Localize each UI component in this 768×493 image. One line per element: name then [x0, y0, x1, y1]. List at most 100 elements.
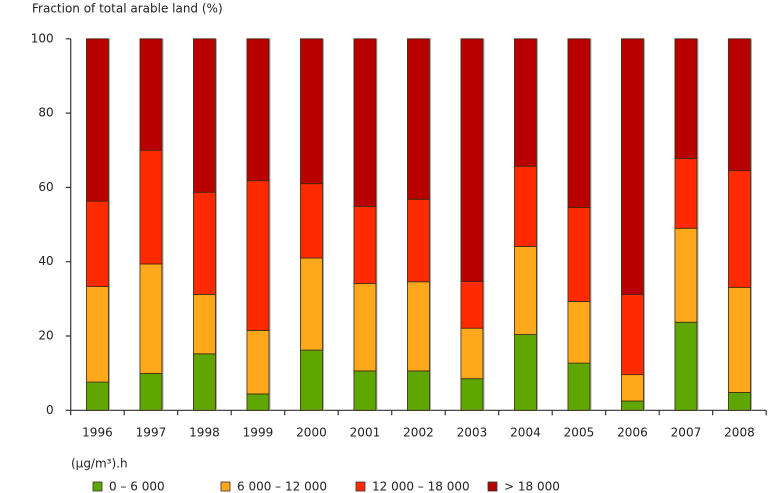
- bar-segment-2000-series-2: [300, 183, 323, 259]
- bar-segment-1997-series-2: [139, 149, 163, 265]
- legend-item: > 18 000: [487, 480, 560, 493]
- x-tick-label: 2003: [457, 426, 488, 440]
- y-axis: 0 20 40 60 80 100: [31, 31, 72, 417]
- bar-segment-2000-series-0: [300, 349, 323, 411]
- bar-stack-2003: [460, 38, 485, 411]
- legend-label: 6 000 – 12 000: [237, 480, 327, 493]
- bar-stack-2008: [728, 38, 752, 411]
- bar-segment-2006-series-2: [621, 293, 644, 376]
- bar-stack-2006: [621, 38, 645, 411]
- bar-segment-2002-series-0: [407, 370, 430, 411]
- bar-segment-2003-series-0: [460, 378, 484, 411]
- bar-segment-1996-series-0: [86, 381, 109, 411]
- x-tick-label: 1999: [243, 426, 274, 440]
- bar-stack-1997: [139, 38, 164, 411]
- bar-segment-2006-series-0: [621, 400, 644, 411]
- bar-segment-1997-series-0: [139, 373, 163, 411]
- x-tick-label: 2008: [724, 426, 755, 440]
- bar-segment-2006-series-3: [621, 38, 644, 295]
- x-tick-label: 2002: [403, 426, 434, 440]
- bar-segment-1999-series-2: [246, 180, 270, 331]
- x-tick-label: 2004: [510, 426, 541, 440]
- x-tick-label: 1996: [82, 426, 113, 440]
- bar-segment-2004-series-0: [514, 334, 537, 411]
- legend-item: 0 – 6 000: [92, 480, 165, 493]
- x-axis: 1996 1997 1998 1999 2000 2001 2002 2003 2004 2005…: [70, 409, 767, 440]
- bar-segment-2005-series-3: [567, 38, 591, 208]
- bar-segment-2007-series-3: [674, 38, 698, 159]
- y-axis-label: Fraction of total arable land (%): [32, 2, 223, 16]
- bar-stack-2001: [353, 38, 378, 411]
- legend-label: 0 – 6 000: [109, 480, 165, 493]
- x-tick-label: 2006: [617, 426, 648, 440]
- bar-segment-2002-series-3: [407, 38, 430, 200]
- y-tick-label: 100: [31, 31, 54, 45]
- bar-segment-1996-series-1: [86, 286, 109, 383]
- legend: 0 – 6 000 6 000 – 12 000 12 000 – 18 000 > …: [92, 480, 560, 493]
- bar-stack-1996: [86, 38, 110, 411]
- bar-segment-2004-series-1: [514, 246, 537, 335]
- x-tick-label: 2007: [671, 426, 702, 440]
- bar-segment-2001-series-1: [353, 283, 377, 372]
- y-tick-label: 20: [38, 329, 53, 343]
- bar-stack-2005: [567, 38, 592, 411]
- x-tick-label: 1998: [189, 426, 220, 440]
- bar-segment-2004-series-2: [514, 165, 537, 247]
- x-tick-label: 2000: [296, 426, 327, 440]
- bar-segment-2005-series-0: [567, 362, 591, 411]
- x-tick-label: 2001: [350, 426, 381, 440]
- y-tick-label: 80: [38, 106, 53, 120]
- bar-segment-2006-series-1: [621, 374, 644, 402]
- bar-segment-1997-series-3: [139, 38, 163, 151]
- legend-swatch: [220, 481, 231, 492]
- bar-stack-2004: [514, 38, 538, 411]
- legend-item: 12 000 – 18 000: [355, 480, 470, 493]
- bar-segment-2003-series-2: [460, 280, 484, 329]
- bar-segment-1996-series-2: [86, 200, 109, 287]
- bar-segment-2008-series-3: [728, 38, 751, 172]
- bars: [86, 38, 752, 411]
- bar-segment-2000-series-3: [300, 38, 323, 185]
- bar-segment-2008-series-0: [728, 392, 751, 411]
- legend-swatch: [92, 481, 103, 492]
- bar-stack-1998: [193, 38, 217, 411]
- bar-segment-1998-series-2: [193, 191, 216, 295]
- bar-stack-2002: [407, 38, 431, 411]
- bar-segment-1997-series-1: [139, 263, 163, 374]
- bar-segment-1999-series-3: [246, 38, 270, 182]
- bar-segment-2002-series-1: [407, 281, 430, 372]
- bar-segment-1996-series-3: [86, 38, 109, 202]
- bar-segment-2003-series-1: [460, 327, 484, 380]
- legend-label: > 18 000: [504, 480, 560, 493]
- x-tick-label: 2005: [564, 426, 595, 440]
- y-tick-label: 0: [46, 403, 54, 417]
- legend-title: (µg/m³).h: [71, 457, 128, 471]
- bar-segment-1999-series-1: [246, 330, 270, 395]
- bar-segment-2001-series-2: [353, 205, 377, 285]
- legend-swatch: [487, 481, 498, 492]
- legend-swatch: [355, 481, 366, 492]
- y-tick-label: 40: [38, 254, 53, 268]
- bar-segment-2000-series-1: [300, 257, 323, 351]
- bar-segment-2003-series-3: [460, 38, 484, 282]
- bar-segment-2008-series-1: [728, 286, 751, 393]
- bar-segment-2007-series-2: [674, 158, 698, 229]
- bar-stack-2007: [674, 38, 699, 411]
- bar-segment-2005-series-1: [567, 301, 591, 364]
- bar-segment-2001-series-0: [353, 370, 377, 411]
- bar-segment-1999-series-0: [246, 393, 270, 411]
- bar-segment-2002-series-2: [407, 198, 430, 283]
- bar-segment-2001-series-3: [353, 38, 377, 207]
- bar-segment-2008-series-2: [728, 170, 751, 288]
- bar-segment-2005-series-2: [567, 207, 591, 302]
- bar-segment-2004-series-3: [514, 38, 537, 167]
- bar-segment-1998-series-0: [193, 353, 216, 411]
- x-tick-label: 1997: [136, 426, 167, 440]
- bar-segment-1998-series-3: [193, 38, 216, 193]
- bar-segment-2007-series-1: [674, 227, 698, 323]
- bar-stack-2000: [300, 38, 324, 411]
- bar-segment-1998-series-1: [193, 293, 216, 355]
- legend-item: 6 000 – 12 000: [220, 480, 327, 493]
- bar-stack-1999: [246, 38, 271, 411]
